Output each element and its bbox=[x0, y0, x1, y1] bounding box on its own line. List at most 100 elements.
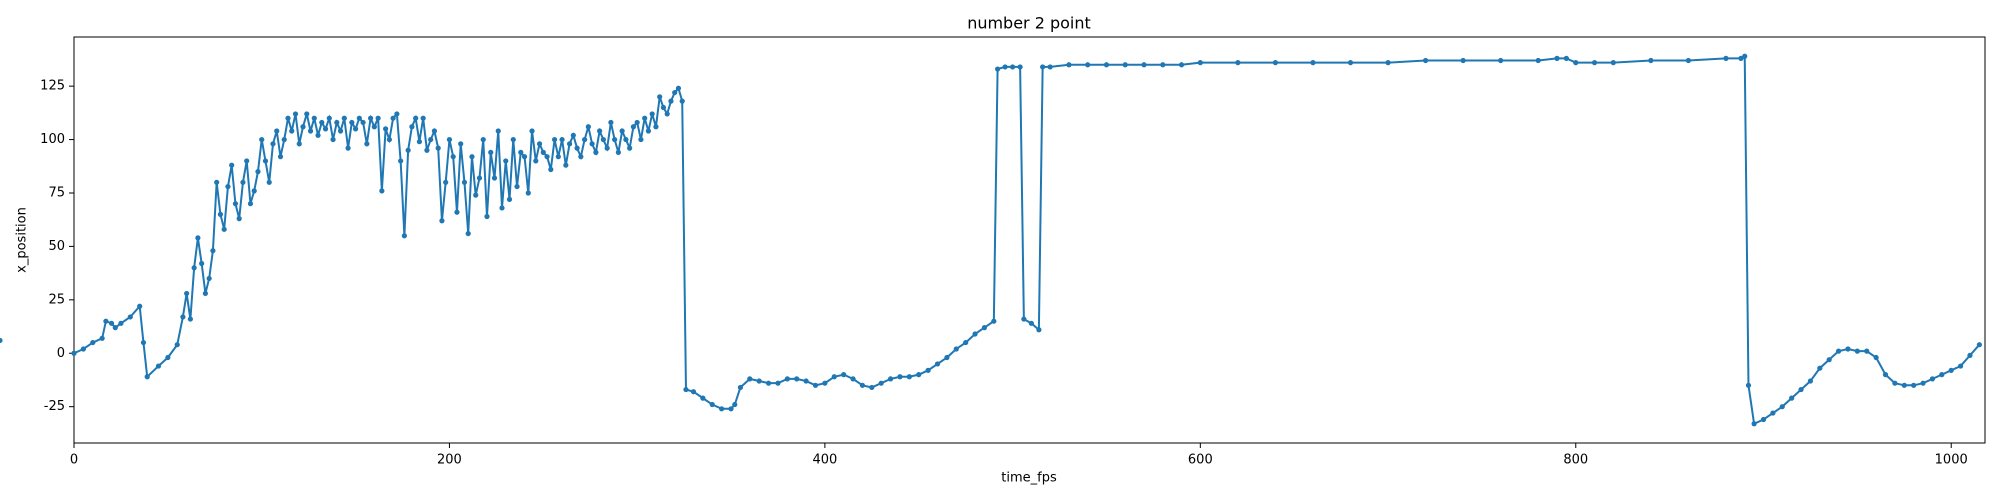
data-point bbox=[566, 141, 573, 147]
data-point bbox=[99, 335, 105, 341]
data-point bbox=[413, 115, 419, 121]
data-point bbox=[450, 154, 456, 160]
data-point bbox=[300, 124, 306, 130]
data-point bbox=[1310, 60, 1316, 66]
data-point bbox=[514, 183, 520, 190]
data-point bbox=[660, 104, 667, 111]
data-point bbox=[225, 183, 231, 190]
data-point bbox=[480, 136, 486, 143]
x-tick-label: 600 bbox=[1188, 453, 1213, 468]
x-tick-label: 0 bbox=[70, 453, 78, 468]
data-point bbox=[679, 98, 685, 104]
data-point bbox=[668, 98, 674, 104]
data-point bbox=[244, 158, 250, 164]
data-point bbox=[446, 136, 453, 143]
data-point bbox=[319, 119, 325, 126]
data-point bbox=[559, 136, 565, 143]
data-point bbox=[555, 154, 561, 160]
data-point bbox=[1385, 60, 1391, 66]
data-point bbox=[266, 179, 272, 185]
data-point bbox=[963, 339, 969, 346]
data-point bbox=[174, 342, 180, 348]
plot-frame bbox=[73, 36, 1986, 444]
data-point bbox=[1967, 352, 1973, 358]
data-point bbox=[285, 115, 291, 121]
y-tick-label: 125 bbox=[40, 79, 65, 94]
data-point bbox=[944, 354, 950, 361]
data-point bbox=[506, 196, 513, 202]
data-point bbox=[386, 136, 392, 143]
data-point bbox=[1817, 365, 1823, 371]
data-point bbox=[1573, 60, 1579, 66]
data-point bbox=[991, 318, 997, 324]
data-point bbox=[326, 115, 332, 121]
data-point bbox=[642, 115, 648, 121]
data-point bbox=[1882, 372, 1889, 378]
data-point bbox=[330, 136, 336, 143]
data-point bbox=[390, 115, 396, 121]
data-point bbox=[491, 175, 498, 181]
data-point bbox=[229, 162, 235, 168]
data-point bbox=[80, 346, 86, 352]
data-line bbox=[73, 54, 1981, 426]
data-point bbox=[822, 380, 828, 386]
data-point bbox=[191, 265, 197, 271]
y-tick-label: 50 bbox=[48, 239, 65, 254]
x-tick-label: 200 bbox=[437, 453, 462, 468]
data-point bbox=[728, 406, 734, 412]
data-point bbox=[1002, 64, 1008, 70]
data-point bbox=[1789, 395, 1795, 401]
data-point bbox=[371, 124, 377, 130]
data-point bbox=[431, 128, 438, 134]
data-point bbox=[274, 128, 280, 134]
data-point bbox=[1939, 372, 1945, 378]
data-point bbox=[1976, 342, 1982, 348]
data-point bbox=[906, 374, 912, 380]
data-point bbox=[428, 136, 434, 143]
data-point bbox=[270, 141, 276, 147]
data-point bbox=[240, 179, 246, 185]
data-point bbox=[747, 376, 753, 382]
x-tick-label: 800 bbox=[1563, 453, 1588, 468]
data-point bbox=[1066, 62, 1072, 68]
data-point bbox=[1460, 57, 1466, 64]
data-point bbox=[307, 128, 314, 134]
y-tick-label: 100 bbox=[40, 132, 65, 147]
data-point bbox=[394, 111, 400, 117]
data-point bbox=[1760, 416, 1767, 423]
data-point bbox=[1272, 60, 1279, 66]
data-point bbox=[683, 386, 689, 393]
data-point bbox=[1347, 60, 1354, 66]
data-point bbox=[1948, 367, 1954, 373]
data-point bbox=[206, 275, 212, 282]
data-point bbox=[1610, 60, 1616, 66]
data-point bbox=[375, 115, 381, 121]
data-point bbox=[461, 179, 468, 185]
data-point bbox=[304, 111, 310, 117]
data-point bbox=[1873, 354, 1879, 361]
data-point bbox=[672, 89, 678, 96]
data-point bbox=[469, 154, 475, 160]
data-point bbox=[232, 201, 239, 207]
data-point bbox=[953, 346, 959, 352]
data-point bbox=[794, 376, 800, 382]
chart-title: number 2 point bbox=[967, 14, 1091, 33]
data-point bbox=[155, 363, 162, 369]
data-point bbox=[409, 124, 415, 130]
data-point bbox=[756, 378, 762, 384]
data-point bbox=[1742, 53, 1748, 59]
data-point bbox=[589, 141, 595, 147]
data-point bbox=[859, 382, 866, 388]
data-point bbox=[195, 235, 201, 241]
data-point bbox=[525, 190, 531, 196]
data-point bbox=[1779, 404, 1785, 410]
data-point bbox=[247, 201, 254, 207]
data-point bbox=[612, 136, 618, 143]
data-point bbox=[236, 216, 242, 222]
data-point bbox=[1554, 55, 1560, 61]
data-point bbox=[604, 145, 610, 151]
data-point bbox=[379, 188, 385, 194]
data-point bbox=[337, 128, 344, 134]
data-point bbox=[360, 119, 366, 126]
data-point bbox=[1085, 62, 1091, 68]
